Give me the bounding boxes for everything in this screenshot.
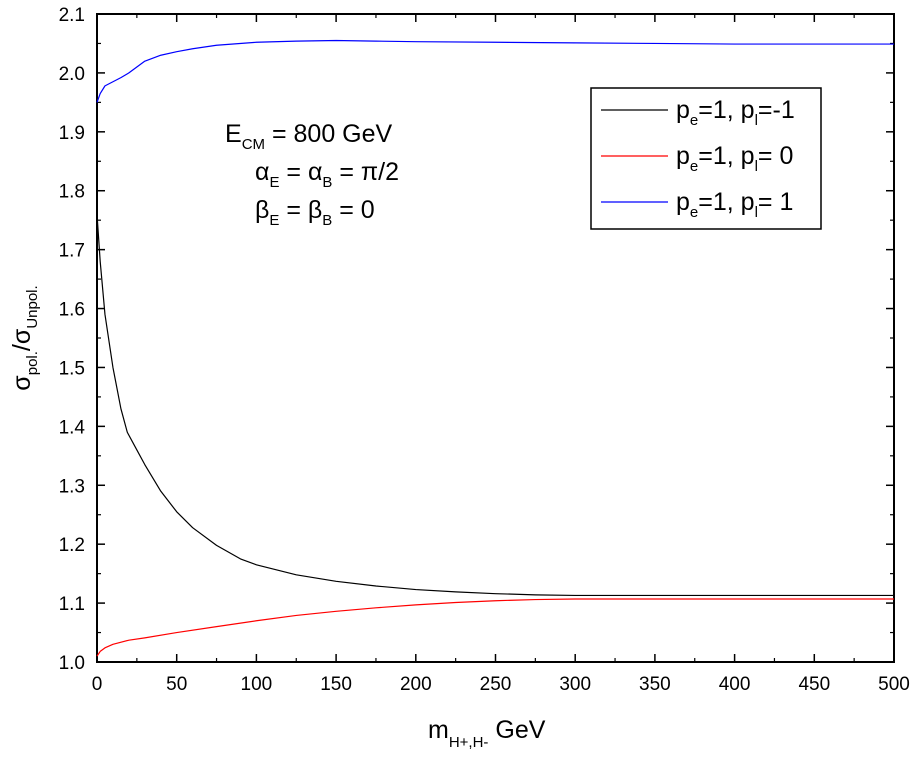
y-tick-label: 1.2	[59, 535, 85, 556]
x-tick-label: 100	[241, 674, 273, 695]
x-axis-label: mH+,H- GeV	[428, 716, 546, 751]
legend-entry-2: pe=1, pl= 0	[676, 142, 793, 175]
annotation-line-1: ECM = 800 GeV	[225, 120, 393, 153]
annotation-block: ECM = 800 GeV αE = αB = π/2 βE = βB = 0	[225, 120, 399, 229]
x-label-main: m	[428, 716, 449, 744]
y-tick-label: 1.8	[59, 182, 85, 203]
y-tick-label: 1.7	[59, 241, 85, 262]
y-tick-label: 1.3	[59, 476, 85, 497]
legend-entry-1: pe=1, pl=-1	[676, 96, 795, 129]
x-tick-label: 50	[166, 674, 187, 695]
x-label-suffix: GeV	[488, 716, 545, 744]
y-tick-label: 1.5	[59, 358, 85, 379]
y-label-mid: /σ	[8, 328, 36, 351]
series-layer	[96, 39, 894, 657]
series-line-3	[96, 39, 894, 103]
x-tick-label: 0	[92, 674, 103, 695]
y-tick-label: 2.1	[59, 5, 85, 26]
series-line-2	[96, 598, 894, 657]
y-tick-label: 1.6	[59, 300, 85, 321]
x-label-sub: H+,H-	[449, 734, 489, 751]
x-tick-label: 350	[639, 674, 671, 695]
y-tick-label: 1.4	[59, 417, 86, 438]
y-tick-label: 1.0	[59, 653, 85, 674]
annotation-line-2: αE = αB = π/2	[255, 158, 399, 191]
y-tick-label: 1.1	[59, 594, 85, 615]
annotation-line-3: βE = βB = 0	[255, 196, 375, 229]
x-tick-label: 500	[878, 674, 910, 695]
y-label-sub-1: pol.	[24, 351, 41, 375]
legend-box	[590, 87, 822, 230]
x-tick-label: 200	[400, 674, 432, 695]
x-tick-label: 250	[480, 674, 512, 695]
y-tick-label: 2.0	[59, 64, 85, 85]
x-tick-label: 300	[559, 674, 591, 695]
y-tick-label: 1.9	[59, 123, 85, 144]
legend: pe=1, pl=-1 pe=1, pl= 0 pe=1, pl= 1	[590, 87, 822, 230]
x-tick-label: 150	[320, 674, 352, 695]
x-tick-label: 450	[798, 674, 830, 695]
series-line-1	[96, 214, 894, 597]
y-label-sub-2: Unpol.	[24, 285, 41, 328]
y-axis-label: σpol./σUnpol.	[8, 285, 41, 390]
x-axis-ticks: 0 50 100 150 200 250 300 350 400 450 500	[92, 14, 910, 695]
y-label-sigma-1: σ	[8, 375, 36, 391]
y-axis-ticks: 1.0 1.1 1.2 1.3 1.4 1.5 1.6 1.7 1.8 1.9 2.0 2.1	[59, 5, 894, 674]
x-tick-label: 400	[719, 674, 751, 695]
legend-entry-3: pe=1, pl= 1	[676, 188, 793, 221]
